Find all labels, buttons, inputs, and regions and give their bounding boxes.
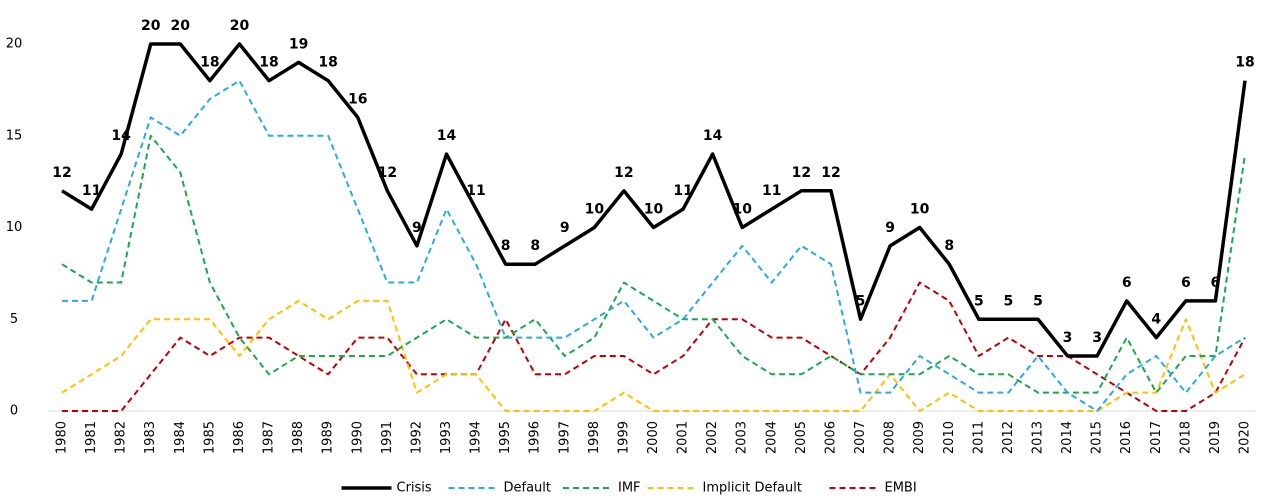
data-label: 3: [1092, 330, 1102, 346]
data-label: 4: [1151, 312, 1161, 328]
x-tick-label: 1986: [232, 421, 247, 454]
legend-label: Crisis: [397, 481, 432, 496]
x-tick-label: 2009: [912, 421, 927, 454]
data-label: 18: [1235, 55, 1254, 71]
series-line: [61, 134, 1246, 394]
data-label: 9: [412, 220, 422, 236]
x-tick-label: 1999: [616, 421, 631, 454]
data-label: 9: [560, 220, 570, 236]
data-label: 14: [437, 128, 457, 144]
legend-label: EMBI: [885, 481, 917, 496]
series-line: [62, 281, 1246, 412]
data-label: 5: [1033, 293, 1043, 309]
x-tick-label: 2015: [1090, 421, 1105, 454]
series-line: [62, 79, 1246, 412]
data-label: 10: [585, 202, 605, 218]
x-tick-label: 1992: [409, 421, 424, 454]
data-label: 18: [318, 55, 337, 71]
y-tick-label: 5: [10, 312, 18, 327]
x-tick-label: 2018: [1178, 421, 1193, 454]
x-tick-label: 2006: [823, 421, 838, 454]
legend-label: IMF: [618, 481, 641, 496]
data-label: 6: [1122, 275, 1132, 291]
x-tick-label: 2002: [705, 421, 720, 454]
data-label: 8: [944, 238, 954, 254]
y-tick-label: 10: [6, 220, 23, 235]
x-tick-label: 2004: [764, 421, 779, 454]
series-line: [61, 299, 1246, 412]
x-tick-label: 2008: [883, 421, 898, 454]
x-tick-label: 2007: [853, 421, 868, 454]
data-label: 10: [644, 202, 664, 218]
data-label: 3: [1063, 330, 1073, 346]
x-tick-label: 2014: [1060, 421, 1075, 454]
x-tick-label: 2017: [1149, 421, 1164, 454]
data-label: 12: [52, 165, 71, 181]
data-label: 16: [348, 91, 367, 107]
data-label: 20: [230, 18, 250, 34]
data-label: 9: [885, 220, 895, 236]
data-label: 5: [974, 293, 984, 309]
data-label: 14: [111, 128, 131, 144]
data-label: 18: [200, 55, 219, 71]
x-tick-label: 1985: [202, 421, 217, 454]
data-label: 14: [703, 128, 723, 144]
data-label: 5: [1004, 293, 1014, 309]
x-tick-label: 1993: [439, 421, 454, 454]
x-tick-label: 1997: [557, 421, 572, 454]
data-label: 11: [762, 183, 781, 199]
x-tick-label: 1994: [469, 421, 484, 454]
data-label: 10: [732, 202, 752, 218]
data-label: 10: [910, 202, 930, 218]
legend-label: Implicit Default: [703, 481, 802, 496]
x-tick-label: 1983: [143, 421, 158, 454]
data-label: 5: [856, 293, 866, 309]
x-tick-label: 1990: [350, 421, 365, 454]
y-tick-label: 0: [10, 404, 18, 419]
data-label: 6: [1211, 275, 1221, 291]
data-label: 11: [673, 183, 692, 199]
x-tick-label: 1981: [84, 421, 99, 454]
data-label: 12: [821, 165, 840, 181]
x-tick-label: 1988: [291, 421, 306, 454]
y-tick-label: 20: [6, 37, 23, 52]
x-tick-label: 1998: [587, 421, 602, 454]
data-label: 20: [141, 18, 161, 34]
data-label: 12: [792, 165, 811, 181]
data-label: 6: [1181, 275, 1191, 291]
data-label: 11: [82, 183, 101, 199]
x-tick-label: 2001: [676, 421, 691, 454]
y-tick-label: 15: [6, 128, 23, 143]
data-label: 12: [378, 165, 397, 181]
x-tick-label: 2003: [735, 421, 750, 454]
x-tick-label: 1987: [262, 421, 277, 454]
x-tick-label: 2000: [646, 421, 661, 454]
x-tick-label: 1984: [173, 421, 188, 454]
x-tick-label: 2020: [1238, 421, 1253, 454]
data-label: 12: [614, 165, 633, 181]
x-tick-label: 2019: [1208, 421, 1223, 454]
x-tick-label: 1996: [528, 421, 543, 454]
x-tick-label: 2012: [1001, 421, 1016, 454]
x-tick-label: 2010: [942, 421, 957, 454]
data-label: 8: [501, 238, 511, 254]
x-tick-label: 1982: [114, 421, 129, 454]
x-tick-label: 1995: [498, 421, 513, 454]
data-label: 11: [466, 183, 485, 199]
x-tick-label: 1991: [380, 421, 395, 454]
x-tick-label: 2011: [971, 421, 986, 454]
legend-label: Default: [504, 481, 552, 496]
x-tick-label: 2016: [1119, 421, 1134, 454]
x-tick-label: 1980: [55, 421, 70, 454]
data-label: 18: [259, 55, 278, 71]
series-line: [61, 42, 1247, 358]
x-tick-label: 2005: [794, 421, 809, 454]
data-label: 8: [530, 238, 540, 254]
x-tick-label: 2013: [1030, 421, 1045, 454]
data-label: 20: [171, 18, 191, 34]
data-label: 19: [289, 36, 308, 52]
x-tick-label: 1989: [321, 421, 336, 454]
